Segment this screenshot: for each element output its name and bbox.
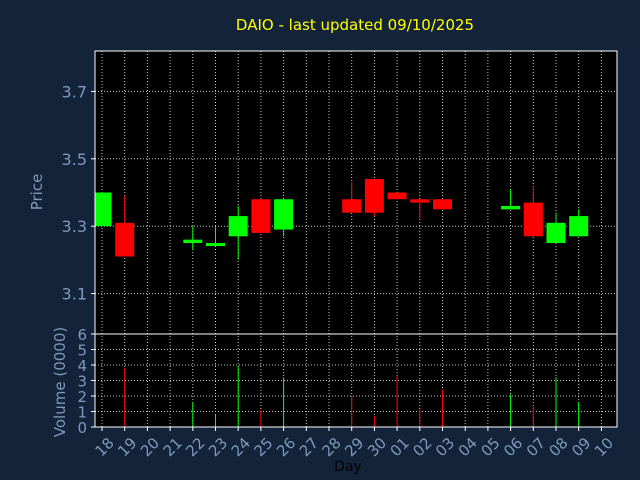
candle-body: [410, 199, 430, 203]
volume-tick-label: 5: [77, 342, 87, 360]
candle-body: [183, 239, 203, 244]
candle-body: [342, 199, 362, 213]
volume-tick-label: 6: [77, 326, 87, 344]
candle-body: [228, 216, 248, 237]
price-tick-label: 3.1: [62, 285, 87, 304]
candle-body: [251, 199, 271, 233]
candle-body: [546, 222, 566, 244]
day-axis-label: Day: [334, 459, 362, 475]
candle-body: [433, 199, 452, 210]
candle-body: [274, 199, 294, 230]
candle-body: [569, 216, 589, 237]
price-axis-label: Price: [28, 174, 46, 211]
volume-tick-label: 1: [77, 404, 87, 422]
volume-tick-label: 4: [77, 357, 87, 375]
candle-body: [115, 222, 135, 257]
candle-body: [206, 243, 225, 247]
volume-tick-label: 2: [77, 388, 87, 406]
candle-body: [501, 205, 521, 210]
candle-body: [523, 202, 543, 237]
volume-tick-label: 3: [77, 373, 87, 391]
price-tick-label: 3.5: [62, 150, 87, 169]
candle-body: [387, 192, 407, 200]
chart-title: DAIO - last updated 09/10/2025: [236, 16, 474, 34]
price-tick-label: 3.3: [62, 217, 87, 236]
candle-body: [95, 192, 112, 227]
candle-body: [364, 179, 384, 213]
day-tick-label: 10: [591, 434, 617, 460]
volume-tick-label: 0: [77, 419, 87, 437]
price-tick-label: 3.7: [62, 82, 87, 101]
price-panel: [95, 51, 617, 334]
volume-axis-label: Volume (0000): [51, 327, 69, 437]
